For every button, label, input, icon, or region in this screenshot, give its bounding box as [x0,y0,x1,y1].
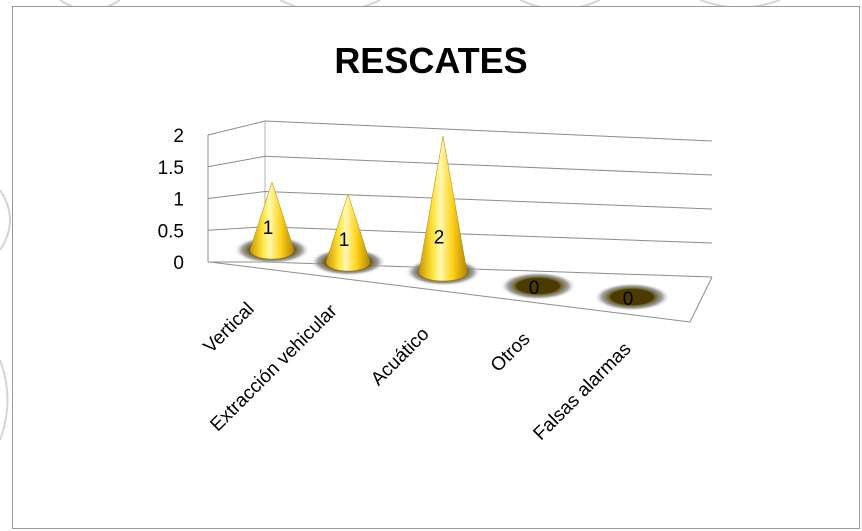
data-label: 1 [263,218,274,239]
y-tick-label: 1.5 [158,158,184,179]
gridline [207,190,713,210]
cone-bar [516,278,560,294]
x-tick-label: Vertical [200,299,259,358]
data-label: 0 [529,278,540,299]
chart-title: RESCATES [334,40,528,81]
x-tick-label: Otros [487,329,535,377]
cone-bar [249,181,295,260]
y-tick-label: 0.5 [158,221,184,242]
y-tick-label: 0 [173,253,184,274]
data-label: 2 [434,228,445,249]
data-label: 1 [339,230,350,251]
y-tick-label: 1 [173,190,184,211]
gridline [207,120,713,142]
cone-bar [325,193,371,272]
x-tick-label: Falsas alarmas [530,339,636,445]
data-label: 0 [623,289,634,310]
cone-bar [418,135,468,282]
floor-edge [209,261,713,323]
y-tick-label: 2 [173,126,184,147]
cone-bar [610,289,654,305]
x-tick-label: Acuático [367,324,433,390]
gridline [207,155,713,176]
